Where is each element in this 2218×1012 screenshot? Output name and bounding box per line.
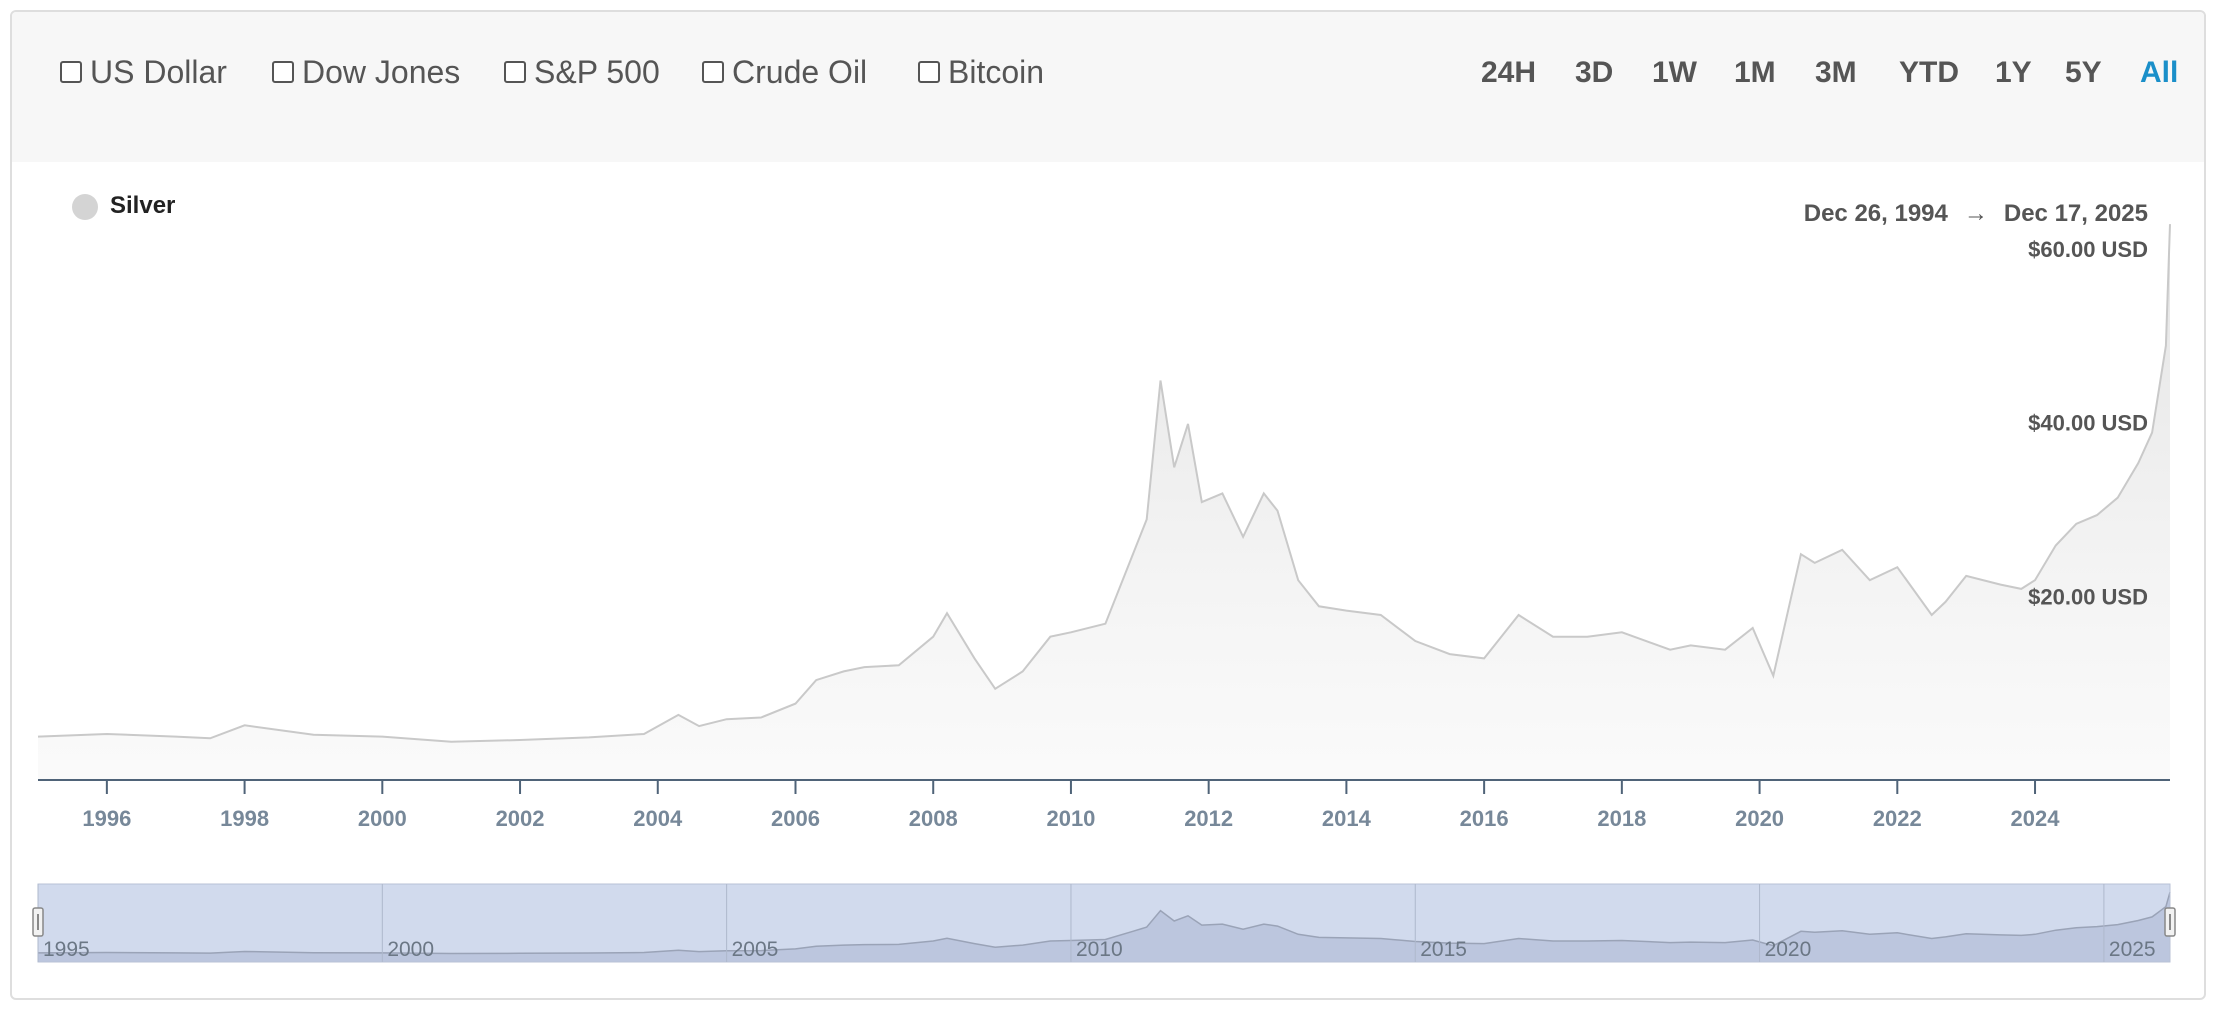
y-tick-label: $60.00 USD xyxy=(2028,237,2148,262)
x-tick-label: 2004 xyxy=(633,806,683,831)
x-tick-label: 1996 xyxy=(82,806,131,831)
checkbox-icon xyxy=(918,61,940,83)
checkbox-icon xyxy=(272,61,294,83)
range-24h-button[interactable]: 24H xyxy=(1481,56,1537,89)
x-tick-label: 2008 xyxy=(909,806,958,831)
price-line xyxy=(37,224,2171,743)
range-1m-button[interactable]: 1M xyxy=(1734,56,1776,89)
date-range-end: Dec 17, 2025 xyxy=(2003,200,2148,227)
x-tick-label: 2024 xyxy=(2011,806,2061,831)
x-tick-label: 1998 xyxy=(220,806,269,831)
compare-us-dollar-checkbox[interactable]: US Dollar xyxy=(60,52,227,92)
x-tick-label: 2014 xyxy=(1322,806,1372,831)
navigator-tick-label: 2015 xyxy=(1420,938,1467,961)
chart-widget: US Dollar Dow Jones S&P 500 Crude Oil Bi… xyxy=(10,10,2206,1000)
date-range-arrow-icon: → xyxy=(1963,200,1988,227)
checkbox-icon xyxy=(702,61,724,83)
x-tick-label: 2016 xyxy=(1460,806,1509,831)
compare-dow-jones-checkbox[interactable]: Dow Jones xyxy=(272,52,460,92)
date-range-start: Dec 26, 1994 xyxy=(1803,200,1948,227)
legend-series-label[interactable]: Silver xyxy=(110,192,176,219)
x-tick-label: 2000 xyxy=(358,806,407,831)
y-tick-label: $20.00 USD xyxy=(2028,584,2148,609)
price-area xyxy=(38,224,2170,781)
x-tick-label: 2010 xyxy=(1046,806,1095,831)
x-tick-label: 2022 xyxy=(1873,806,1922,831)
x-tick-label: 2020 xyxy=(1735,806,1784,831)
chart-toolbar: US Dollar Dow Jones S&P 500 Crude Oil Bi… xyxy=(12,12,2204,162)
legend-marker[interactable] xyxy=(72,194,98,220)
range-1y-button[interactable]: 1Y xyxy=(1995,56,2032,89)
navigator-area xyxy=(38,892,2170,962)
checkbox-icon xyxy=(60,61,82,83)
compare-label: Bitcoin xyxy=(948,53,1045,90)
range-ytd-button[interactable]: YTD xyxy=(1899,56,1959,89)
navigator-tick-label: 2010 xyxy=(1076,938,1123,961)
x-tick-label: 2006 xyxy=(771,806,820,831)
compare-label: Crude Oil xyxy=(732,53,868,90)
compare-sp500-checkbox[interactable]: S&P 500 xyxy=(504,52,660,92)
compare-bitcoin-checkbox[interactable]: Bitcoin xyxy=(918,52,1044,92)
range-5y-button[interactable]: 5Y xyxy=(2065,56,2102,89)
navigator-tick-label: 2025 xyxy=(2109,938,2156,961)
checkbox-icon xyxy=(504,61,526,83)
range-3m-button[interactable]: 3M xyxy=(1815,56,1857,89)
compare-crude-oil-checkbox[interactable]: Crude Oil xyxy=(702,52,867,92)
navigator-tick-label: 2020 xyxy=(1765,938,1812,961)
navigator-line xyxy=(37,891,2171,955)
navigator-tick-label: 1995 xyxy=(43,938,90,961)
compare-label: Dow Jones xyxy=(302,53,461,90)
date-range-display: Dec 26, 1994 → Dec 17, 2025 xyxy=(1804,200,2148,228)
price-chart[interactable]: 1996 1998 2000 2002 2004 2006 2008 2010 2012 2014… xyxy=(12,12,2204,998)
y-tick-label: $40.00 USD xyxy=(2028,411,2148,436)
compare-label: S&P 500 xyxy=(534,53,660,90)
navigator-tick-label: 2005 xyxy=(732,938,779,961)
x-tick-label: 2002 xyxy=(496,806,545,831)
range-3d-button[interactable]: 3D xyxy=(1575,56,1614,89)
range-all-button[interactable]: All xyxy=(2140,56,2179,89)
navigator-tick-label: 2000 xyxy=(387,938,434,961)
x-tick-label: 2012 xyxy=(1184,806,1233,831)
x-tick-label: 2018 xyxy=(1597,806,1646,831)
range-1w-button[interactable]: 1W xyxy=(1652,56,1697,89)
compare-label: US Dollar xyxy=(90,53,227,90)
